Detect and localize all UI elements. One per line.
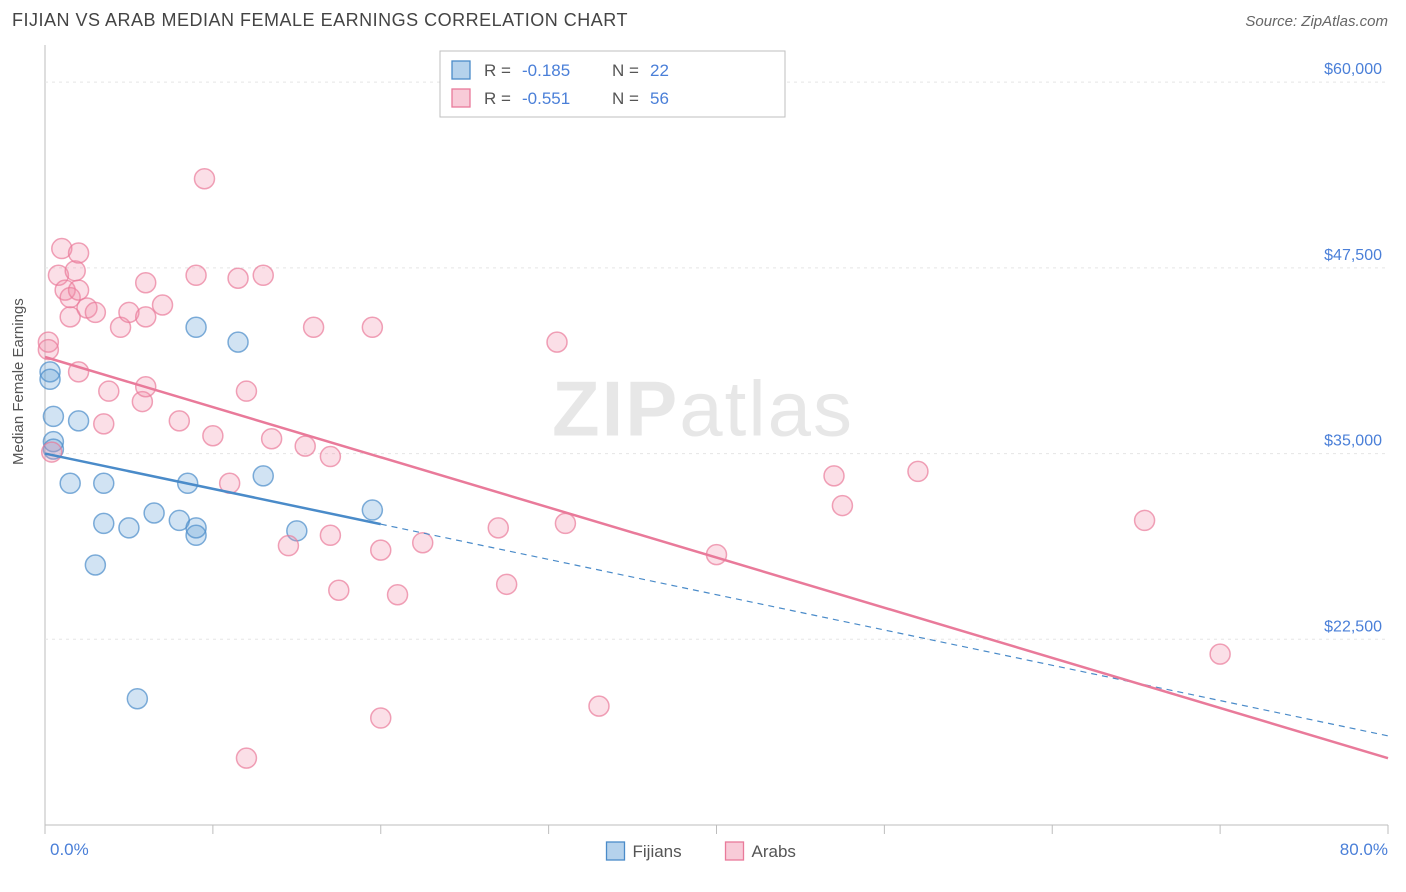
svg-text:R =: R = xyxy=(484,89,511,108)
svg-text:Fijians: Fijians xyxy=(633,842,682,861)
svg-text:56: 56 xyxy=(650,89,669,108)
scatter-chart: $22,500 $35,000 $47,500 $60,000 0.0% 80.0% Med… xyxy=(0,35,1406,885)
svg-text:-0.551: -0.551 xyxy=(522,89,570,108)
svg-text:R =: R = xyxy=(484,61,511,80)
svg-text:$22,500: $22,500 xyxy=(1324,618,1382,635)
svg-text:80.0%: 80.0% xyxy=(1340,840,1388,859)
source-prefix: Source: xyxy=(1245,13,1301,30)
svg-text:$35,000: $35,000 xyxy=(1324,433,1382,450)
svg-text:$60,000: $60,000 xyxy=(1324,61,1382,78)
svg-text:-0.185: -0.185 xyxy=(522,61,570,80)
svg-text:22: 22 xyxy=(650,61,669,80)
chart-container: ZIPatlas $22,500$35,000$47,500$60,0000.0… xyxy=(0,35,1406,885)
chart-title: FIJIAN VS ARAB MEDIAN FEMALE EARNINGS CO… xyxy=(12,10,628,31)
svg-text:Arabs: Arabs xyxy=(752,842,796,861)
svg-text:N =: N = xyxy=(612,61,639,80)
svg-text:0.0%: 0.0% xyxy=(50,840,89,859)
svg-text:N =: N = xyxy=(612,89,639,108)
source-attribution: Source: ZipAtlas.com xyxy=(1245,13,1388,30)
svg-text:$47,500: $47,500 xyxy=(1324,247,1382,264)
svg-text:Median Female Earnings: Median Female Earnings xyxy=(10,298,27,465)
source-name: ZipAtlas.com xyxy=(1301,13,1388,30)
